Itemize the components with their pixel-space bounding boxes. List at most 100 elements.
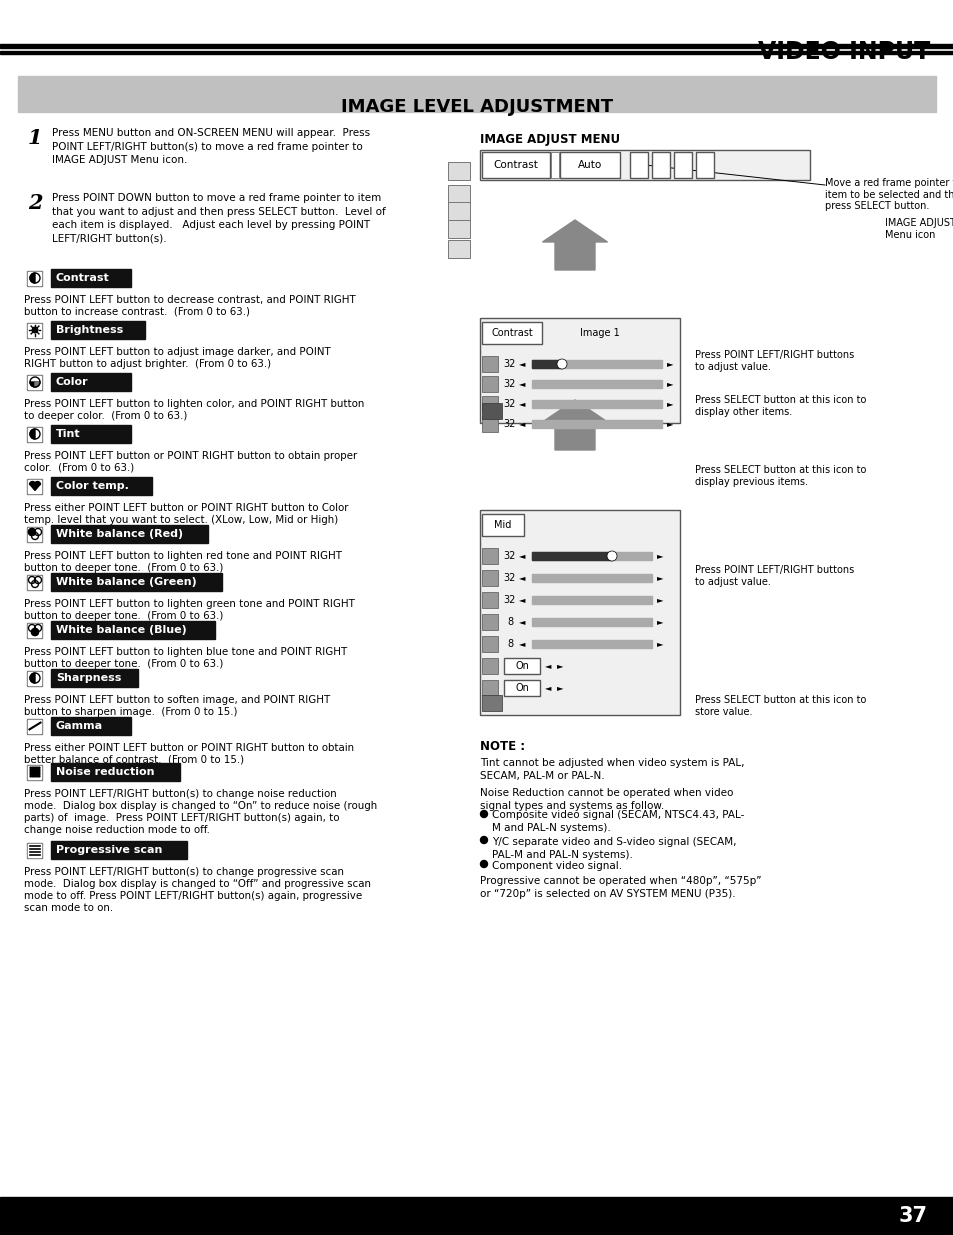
Text: Press POINT LEFT button to soften image, and POINT RIGHT: Press POINT LEFT button to soften image,… [24,695,330,705]
Text: Noise reduction: Noise reduction [56,767,154,777]
Circle shape [34,773,35,774]
Text: Press SELECT button at this icon to
display previous items.: Press SELECT button at this icon to disp… [695,466,865,487]
Text: 1: 1 [28,128,43,148]
Bar [532,359,561,368]
Circle shape [32,767,33,768]
Bar [479,510,679,715]
Bar [532,400,661,408]
Text: Contrast: Contrast [493,161,537,170]
Bar [481,658,497,674]
Wedge shape [30,273,35,283]
Text: NOTE :: NOTE : [479,740,524,753]
Circle shape [38,769,40,771]
Bar [51,573,222,592]
Text: Contrast: Contrast [56,273,110,283]
Circle shape [30,767,31,768]
Bar [0,44,953,48]
Text: Contrast: Contrast [491,329,533,338]
Text: IMAGE ADJUST MENU: IMAGE ADJUST MENU [479,133,619,146]
Bar [29,720,42,732]
Text: White balance (Red): White balance (Red) [56,529,183,538]
Bar [51,269,131,287]
Text: Progressive scan: Progressive scan [56,845,162,855]
Text: Noise Reduction cannot be operated when video
signal types and systems as follow: Noise Reduction cannot be operated when … [479,788,733,811]
Bar [51,669,138,687]
Bar [629,152,647,178]
Text: 8: 8 [506,638,513,650]
Text: Sharpness: Sharpness [56,673,121,683]
Text: scan mode to on.: scan mode to on. [24,903,113,913]
Text: 32: 32 [503,551,516,561]
Circle shape [36,769,38,771]
Text: ◄: ◄ [518,640,525,648]
Circle shape [480,836,487,844]
Circle shape [30,776,31,777]
Text: button to sharpen image.  (From 0 to 15.): button to sharpen image. (From 0 to 15.) [24,706,237,718]
Text: mode.  Dialog box display is changed to “Off” and progressive scan: mode. Dialog box display is changed to “… [24,879,371,889]
Text: 8: 8 [506,618,513,627]
Bar [29,672,42,684]
Bar [28,322,43,337]
Text: Press POINT LEFT/RIGHT buttons
to adjust value.: Press POINT LEFT/RIGHT buttons to adjust… [695,564,853,587]
Bar [28,270,43,285]
Text: Brightness: Brightness [56,325,123,335]
Text: button to increase contrast.  (From 0 to 63.): button to increase contrast. (From 0 to … [24,308,250,317]
Text: 32: 32 [503,419,516,429]
Text: ►: ► [656,552,662,561]
Bar [28,526,43,541]
Bar [481,614,497,630]
Bar [448,185,470,203]
Text: Press POINT DOWN button to move a red frame pointer to item
that you want to adj: Press POINT DOWN button to move a red fr… [52,193,385,243]
Bar [0,51,953,54]
Circle shape [38,773,40,774]
Circle shape [36,776,38,777]
Bar [532,552,612,559]
Text: Press either POINT LEFT button or POINT RIGHT button to obtain: Press either POINT LEFT button or POINT … [24,743,354,753]
Bar [481,514,523,536]
Text: Progressive cannot be operated when “480p”, “575p”
or “720p” is selected on AV S: Progressive cannot be operated when “480… [479,876,760,899]
Text: Move a red frame pointer to
item to be selected and then
press SELECT button.: Move a red frame pointer to item to be s… [824,178,953,211]
Bar [448,240,470,258]
Bar [481,571,497,585]
Bar [481,152,550,178]
Bar [481,636,497,652]
Text: ◄: ◄ [518,379,525,389]
Bar [29,624,42,636]
Text: 32: 32 [503,573,516,583]
Polygon shape [30,484,40,490]
Bar [448,203,470,220]
Bar [28,671,43,685]
Circle shape [480,810,487,818]
Bar [51,621,214,638]
Bar [29,375,42,389]
Bar [481,356,497,372]
Text: Y/C separate video and S-video signal (SECAM,
PAL-M and PAL-N systems).: Y/C separate video and S-video signal (S… [492,837,736,861]
Text: RIGHT button to adjust brighter.  (From 0 to 63.): RIGHT button to adjust brighter. (From 0… [24,359,271,369]
Bar [481,548,497,564]
Text: Tint: Tint [56,429,81,438]
Text: button to deeper tone.  (From 0 to 63.): button to deeper tone. (From 0 to 63.) [24,659,223,669]
Wedge shape [30,382,40,387]
Bar [532,574,651,582]
Circle shape [32,773,33,774]
Wedge shape [30,482,35,484]
Bar [503,680,539,697]
Bar [673,152,691,178]
Bar [532,359,661,368]
Circle shape [32,776,33,777]
Circle shape [38,772,40,773]
Bar [51,763,180,781]
Text: ◄: ◄ [518,399,525,409]
Bar [696,152,713,178]
Circle shape [29,529,35,536]
Bar [481,695,501,711]
Bar [532,640,651,648]
Bar [29,324,42,336]
Circle shape [32,769,33,771]
Bar [29,479,42,493]
Text: ◄: ◄ [544,683,551,693]
Bar [29,844,42,857]
Bar [448,162,470,180]
Text: 32: 32 [503,595,516,605]
Bar [18,77,935,112]
